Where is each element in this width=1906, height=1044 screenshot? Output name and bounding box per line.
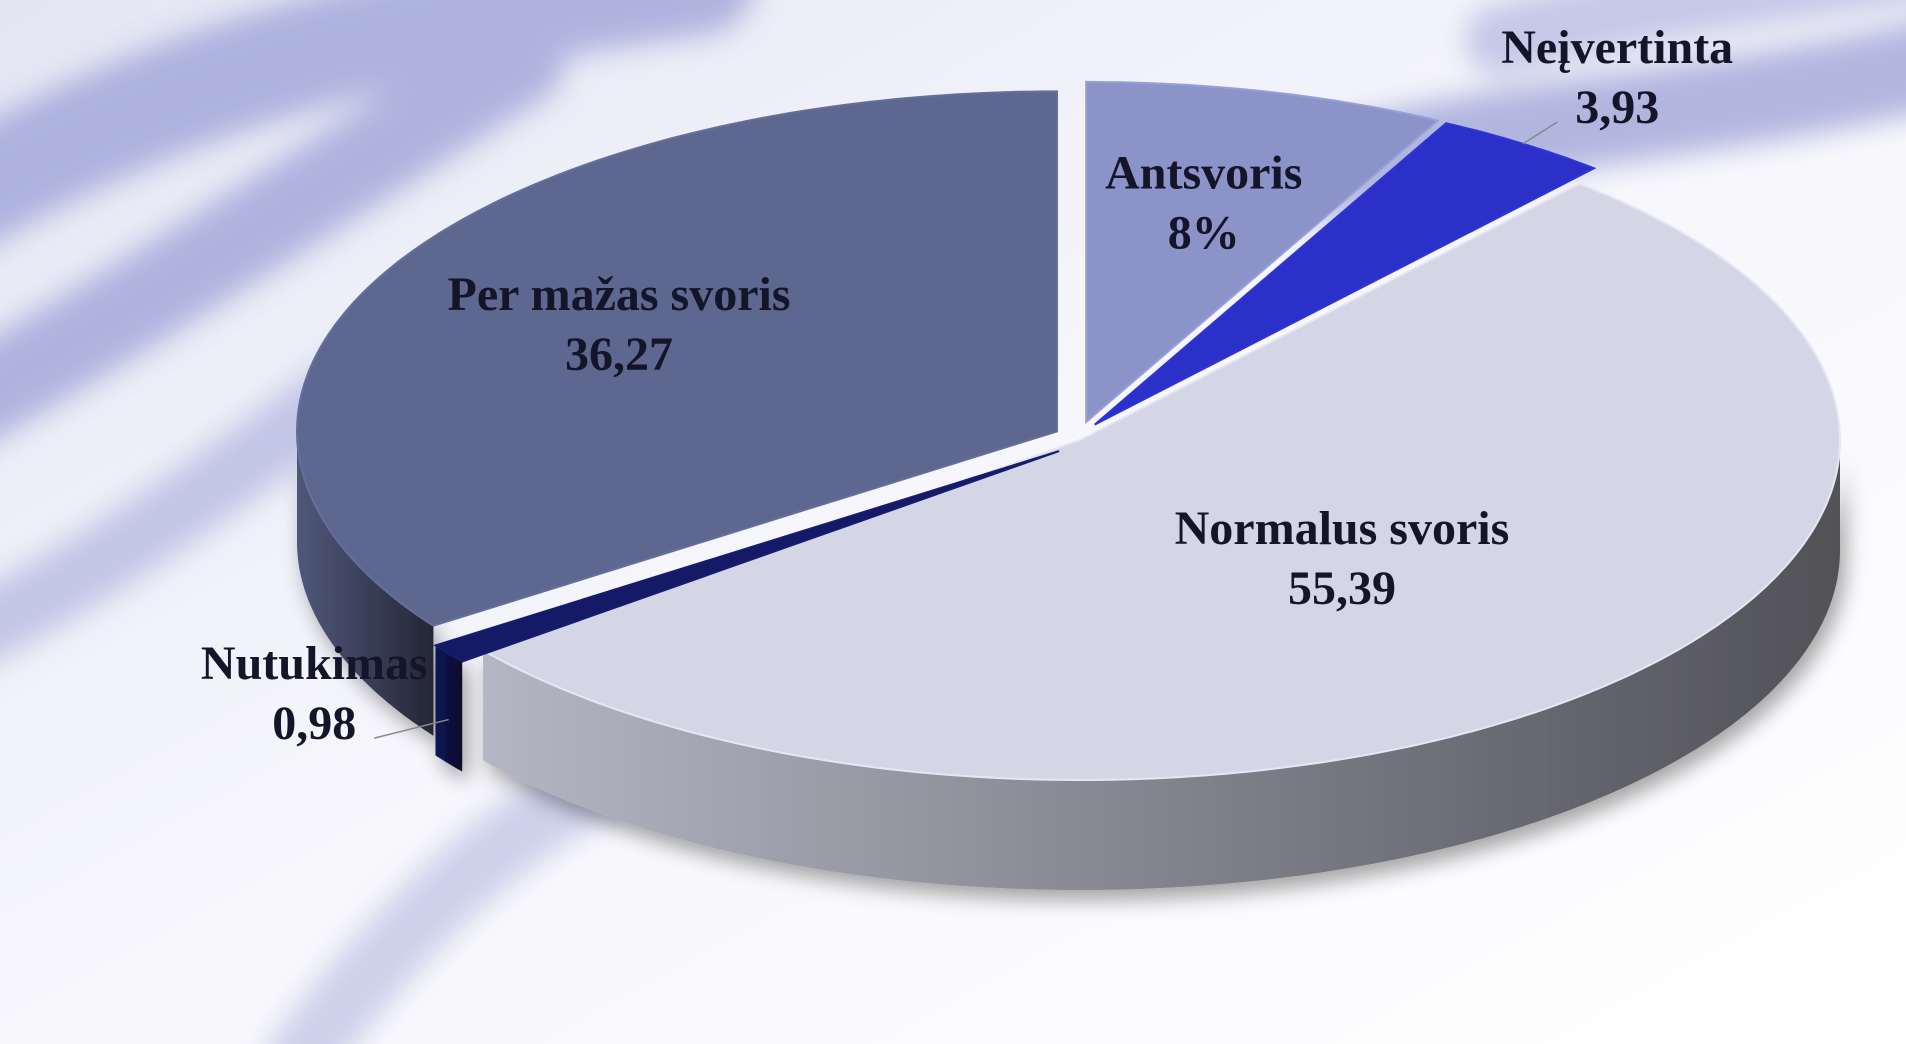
value-label: 8%	[1168, 206, 1240, 259]
slice-wall	[436, 645, 463, 771]
value-label: 55,39	[1288, 562, 1396, 615]
value-label: 0,98	[272, 697, 356, 750]
category-label: Per mažas svoris	[448, 268, 791, 321]
value-label: 3,93	[1575, 81, 1659, 134]
value-label: 36,27	[565, 328, 673, 381]
category-label: Nutukimas	[201, 637, 428, 690]
category-label: Neįvertinta	[1501, 21, 1733, 74]
category-label: Normalus svoris	[1175, 502, 1510, 555]
chart: Antsvoris 8% Neįvertinta 3,93 Normalus svori…	[0, 0, 1906, 1044]
page: Antsvoris 8% Neįvertinta 3,93 Normalus svori…	[0, 0, 1906, 1044]
category-label: Antsvoris	[1105, 146, 1302, 199]
